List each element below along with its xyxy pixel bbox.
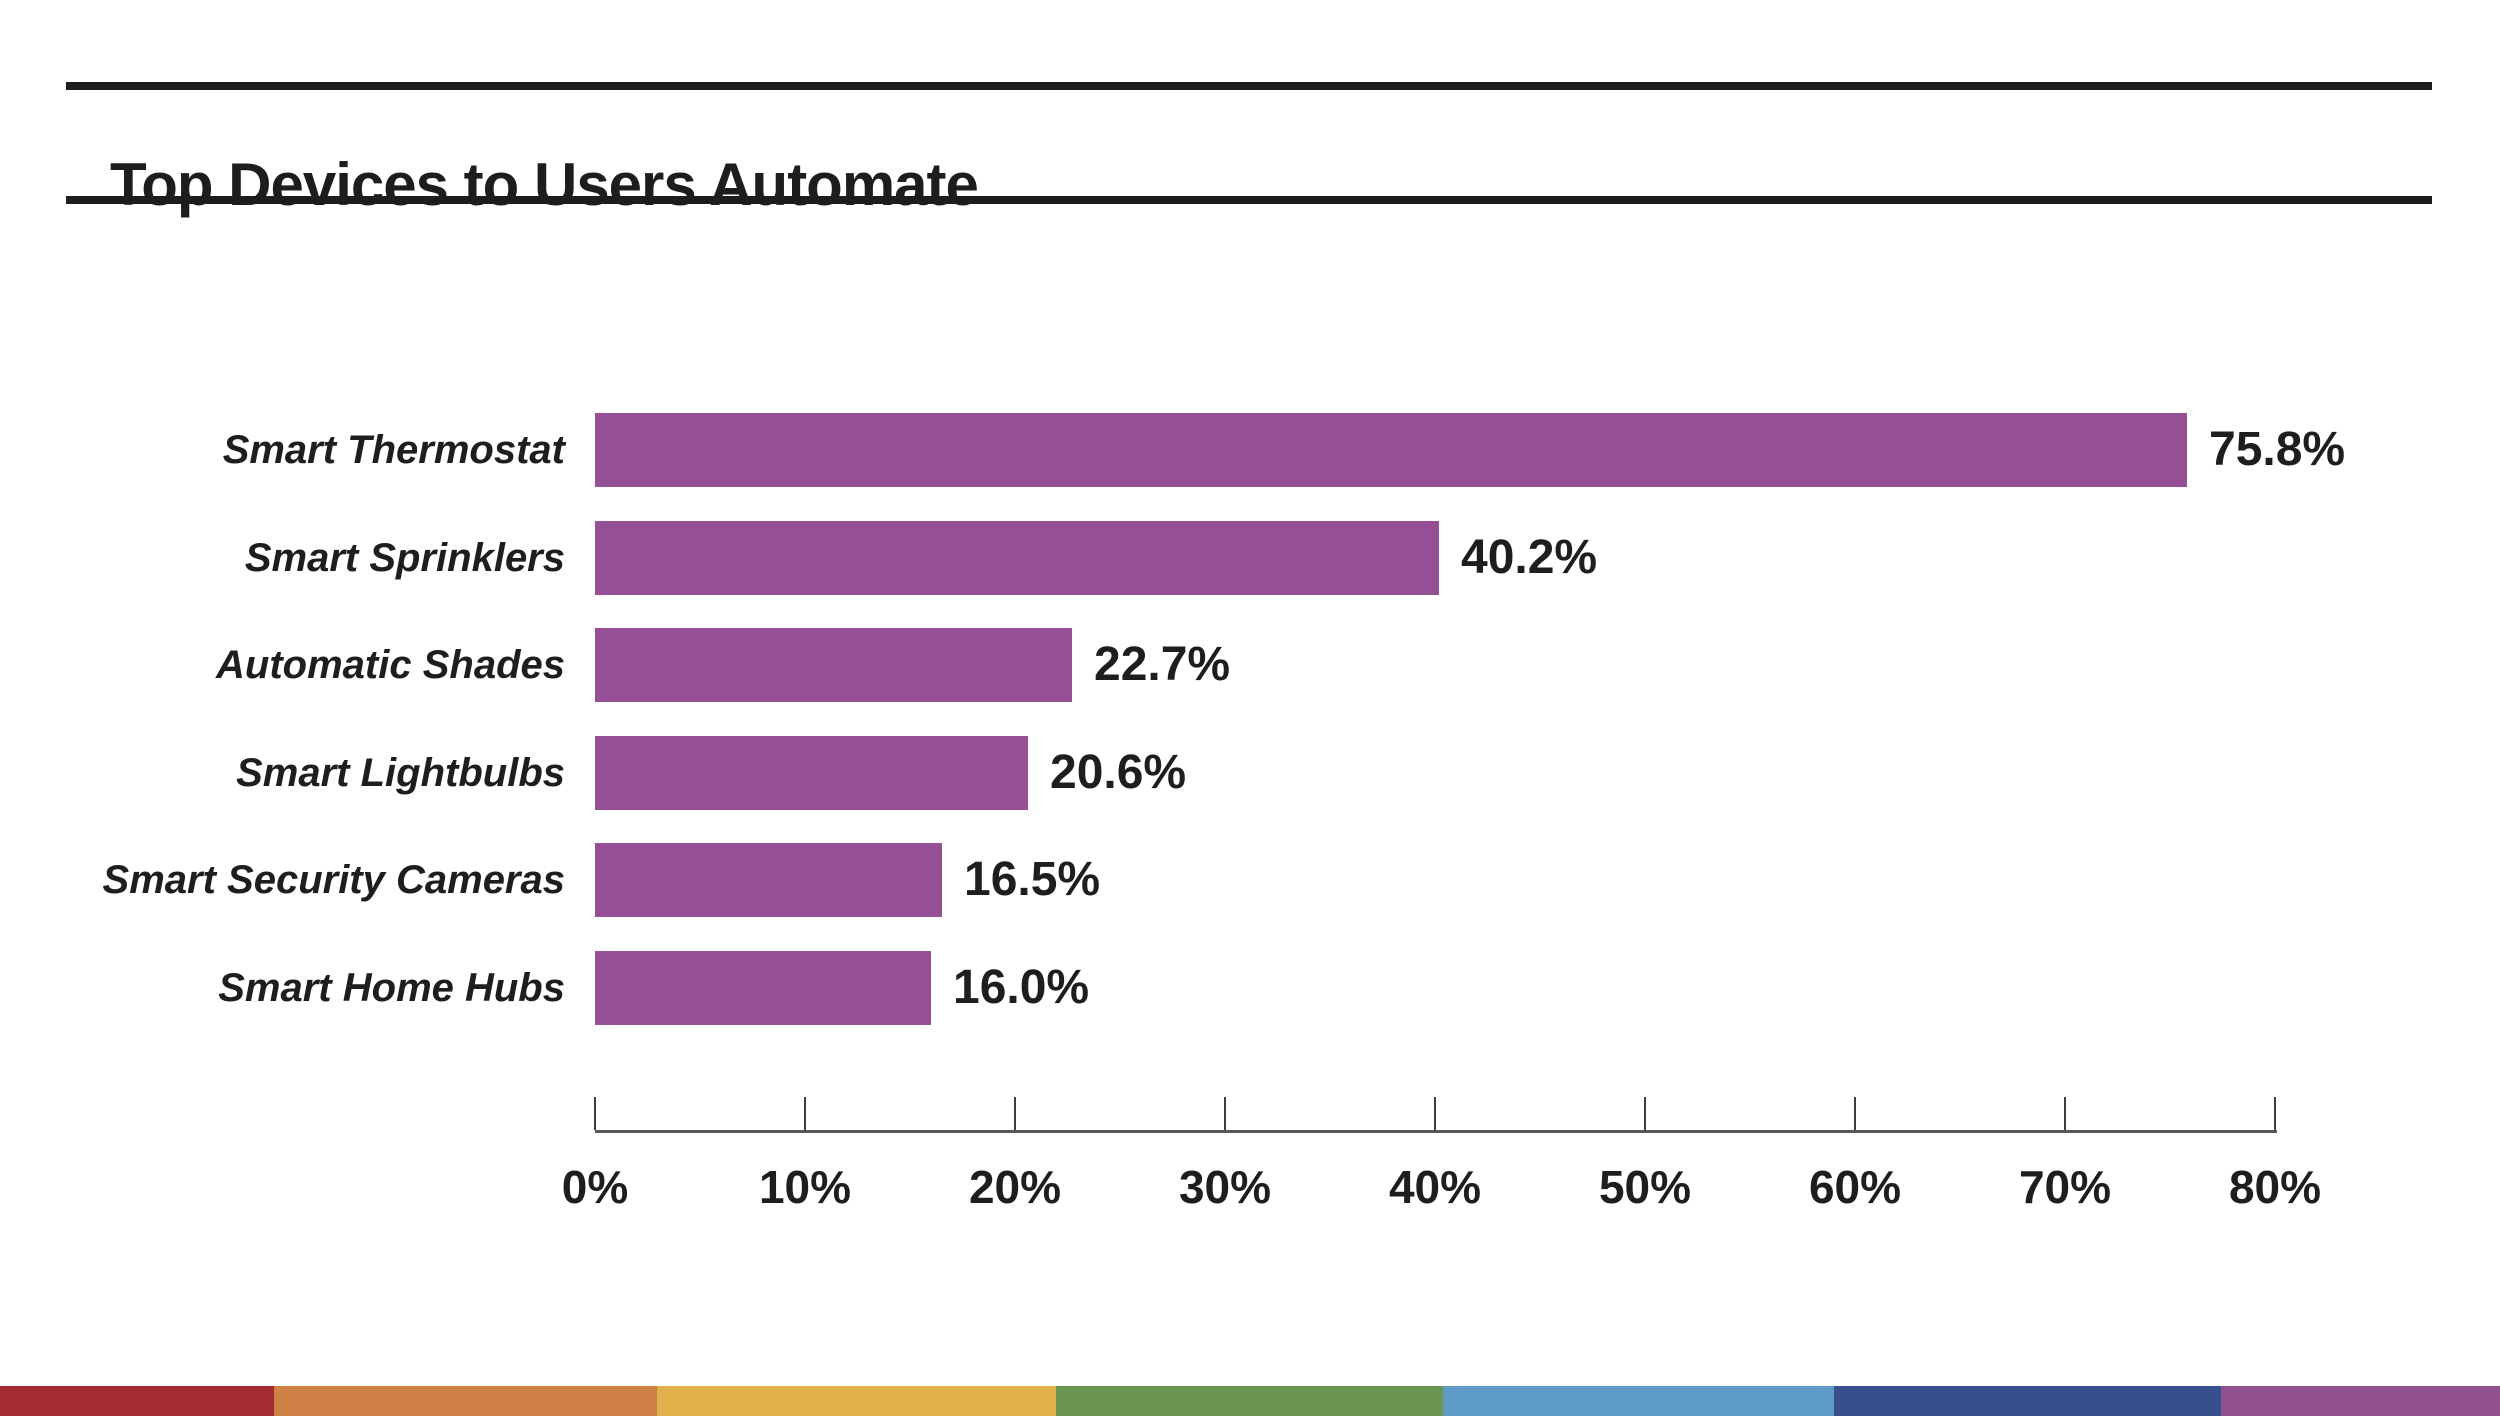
axis-tick [1014, 1097, 1016, 1130]
category-label: Smart Sprinklers [244, 536, 565, 580]
axis-tick [1644, 1097, 1646, 1130]
axis-tick [2064, 1097, 2066, 1130]
category-label: Smart Home Hubs [218, 966, 565, 1010]
value-label: 40.2% [1461, 531, 1598, 584]
axis-tick-label: 0% [561, 1161, 629, 1213]
stripe-segment-orange [274, 1386, 657, 1416]
axis-tick [1434, 1097, 1436, 1130]
stripe-segment-navy [1834, 1386, 2221, 1416]
value-label: 22.7% [1094, 638, 1231, 691]
axis-tick-label: 80% [2228, 1161, 2322, 1213]
title-bottom-rule [66, 196, 2432, 204]
axis-tick-label: 70% [2018, 1161, 2112, 1213]
page-title: Top Devices to Users Automate [110, 151, 979, 219]
bar [595, 843, 942, 917]
axis-tick [594, 1097, 596, 1130]
axis-tick [2274, 1097, 2276, 1130]
axis-tick [1854, 1097, 1856, 1130]
bar-row: Smart Lightbulbs 20.6% [0, 736, 2500, 810]
category-label: Smart Security Cameras [102, 858, 565, 902]
value-label: 16.0% [953, 961, 1090, 1014]
bar-row: Smart Thermostat 75.8% [0, 413, 2500, 487]
bar-row: Smart Sprinklers 40.2% [0, 521, 2500, 595]
bar [595, 736, 1028, 810]
axis-tick-label: 50% [1598, 1161, 1692, 1213]
bar [595, 413, 2187, 487]
category-label: Smart Thermostat [222, 428, 565, 472]
x-axis-baseline [595, 1130, 2277, 1133]
bar [595, 951, 931, 1025]
stripe-segment-green [1056, 1386, 1443, 1416]
axis-tick [804, 1097, 806, 1130]
axis-tick-label: 30% [1178, 1161, 1272, 1213]
footer-color-stripe [0, 1386, 2500, 1416]
category-label: Smart Lightbulbs [236, 751, 565, 795]
stripe-segment-red [0, 1386, 274, 1416]
title-top-rule [66, 82, 2432, 90]
category-label: Automatic Shades [216, 643, 565, 687]
bar [595, 521, 1439, 595]
bar [595, 628, 1072, 702]
axis-tick-label: 40% [1388, 1161, 1482, 1213]
stripe-segment-purple [2221, 1386, 2500, 1416]
bar-row: Smart Home Hubs 16.0% [0, 951, 2500, 1025]
axis-tick-label: 20% [968, 1161, 1062, 1213]
bar-row: Smart Security Cameras 16.5% [0, 843, 2500, 917]
stripe-segment-blue [1443, 1386, 1834, 1416]
axis-tick [1224, 1097, 1226, 1130]
bar-row: Automatic Shades 22.7% [0, 628, 2500, 702]
value-label: 20.6% [1050, 746, 1187, 799]
axis-tick-label: 10% [758, 1161, 852, 1213]
axis-tick-label: 60% [1808, 1161, 1902, 1213]
value-label: 75.8% [2209, 423, 2346, 476]
value-label: 16.5% [964, 853, 1101, 906]
stripe-segment-gold [657, 1386, 1056, 1416]
